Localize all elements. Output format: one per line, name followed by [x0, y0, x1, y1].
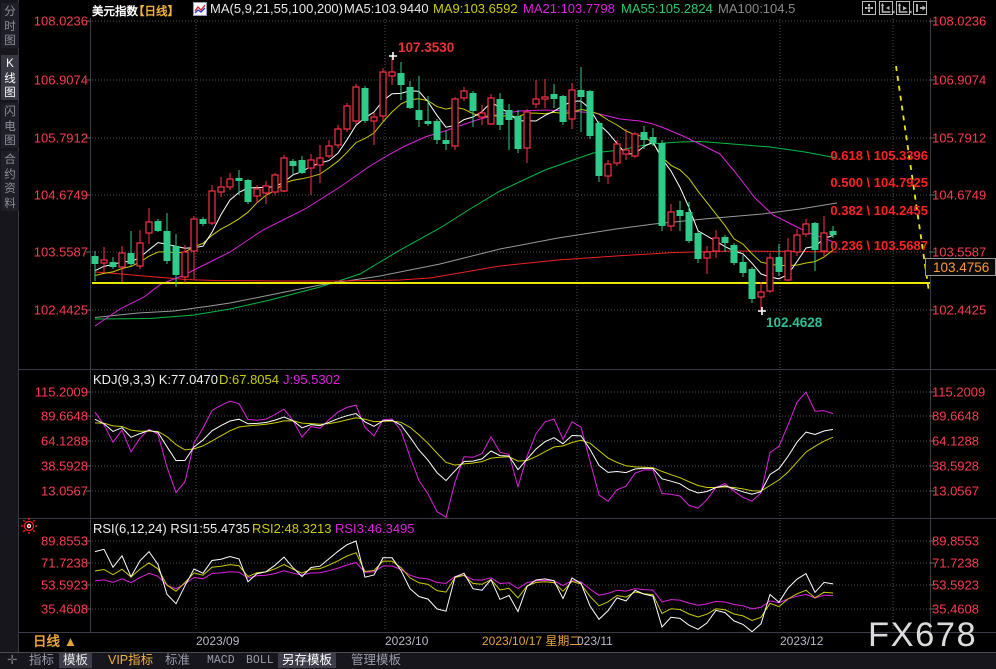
- svg-text:J:95.5302: J:95.5302: [283, 372, 340, 387]
- svg-text:102.4425: 102.4425: [932, 303, 986, 318]
- svg-text:103.5587: 103.5587: [34, 245, 88, 260]
- svg-text:53.5923: 53.5923: [41, 578, 88, 593]
- svg-text:71.7238: 71.7238: [41, 556, 88, 571]
- svg-text:0.618 \ 105.3396: 0.618 \ 105.3396: [830, 148, 928, 163]
- svg-text:106.9074: 106.9074: [932, 73, 986, 88]
- svg-text:105.7912: 105.7912: [34, 131, 88, 146]
- svg-text:115.2009: 115.2009: [932, 385, 985, 400]
- svg-text:108.0236: 108.0236: [34, 14, 88, 29]
- svg-text:0.500 \ 104.7925: 0.500 \ 104.7925: [830, 175, 928, 190]
- svg-text:103.5587: 103.5587: [932, 245, 986, 260]
- svg-text:89.6648: 89.6648: [41, 409, 88, 424]
- svg-text:102.4425: 102.4425: [34, 303, 88, 318]
- svg-text:2023/09: 2023/09: [196, 634, 240, 648]
- svg-text:105.7912: 105.7912: [932, 131, 986, 146]
- svg-text:35.4608: 35.4608: [932, 602, 979, 617]
- svg-text:RSI2:48.3213: RSI2:48.3213: [252, 521, 332, 536]
- svg-text:38.5928: 38.5928: [41, 459, 88, 474]
- svg-text:102.4628: 102.4628: [766, 315, 823, 330]
- svg-text:89.8553: 89.8553: [932, 534, 979, 549]
- svg-text:89.8553: 89.8553: [41, 534, 88, 549]
- svg-text:64.1288: 64.1288: [41, 434, 88, 449]
- svg-text:023/11: 023/11: [577, 634, 613, 648]
- svg-text:0.236 \ 103.5687: 0.236 \ 103.5687: [830, 238, 928, 253]
- svg-text:38.5928: 38.5928: [932, 459, 979, 474]
- svg-text:108.0236: 108.0236: [932, 14, 986, 29]
- svg-text:13.0567: 13.0567: [41, 484, 88, 499]
- svg-text:104.6749: 104.6749: [932, 188, 986, 203]
- svg-text:RSI(6,12,24) RSI1:55.4735: RSI(6,12,24) RSI1:55.4735: [93, 521, 250, 536]
- svg-text:RSI3:46.3495: RSI3:46.3495: [335, 521, 415, 536]
- svg-text:103.4756: 103.4756: [933, 260, 989, 275]
- svg-text:64.1288: 64.1288: [932, 434, 979, 449]
- svg-text:107.3530: 107.3530: [398, 40, 454, 55]
- svg-text:D:67.8054: D:67.8054: [219, 372, 279, 387]
- svg-text:53.5923: 53.5923: [932, 578, 979, 593]
- svg-text:106.9074: 106.9074: [34, 73, 88, 88]
- svg-text:0.382 \ 104.2455: 0.382 \ 104.2455: [830, 203, 928, 218]
- svg-text:日线 ▲: 日线 ▲: [33, 633, 77, 649]
- svg-text:115.2009: 115.2009: [35, 385, 88, 400]
- svg-text:FX678: FX678: [868, 616, 977, 654]
- svg-text:89.6648: 89.6648: [932, 409, 979, 424]
- svg-text:104.6749: 104.6749: [34, 188, 88, 203]
- svg-text:2023/10: 2023/10: [385, 634, 429, 648]
- svg-text:2023/12: 2023/12: [780, 634, 824, 648]
- svg-text:71.7238: 71.7238: [932, 556, 979, 571]
- svg-text:35.4608: 35.4608: [41, 602, 88, 617]
- svg-text:13.0567: 13.0567: [932, 484, 979, 499]
- svg-text:KDJ(9,3,3) K:77.0470: KDJ(9,3,3) K:77.0470: [93, 372, 218, 387]
- svg-text:2023/10/17 星期二: 2023/10/17 星期二: [482, 634, 581, 648]
